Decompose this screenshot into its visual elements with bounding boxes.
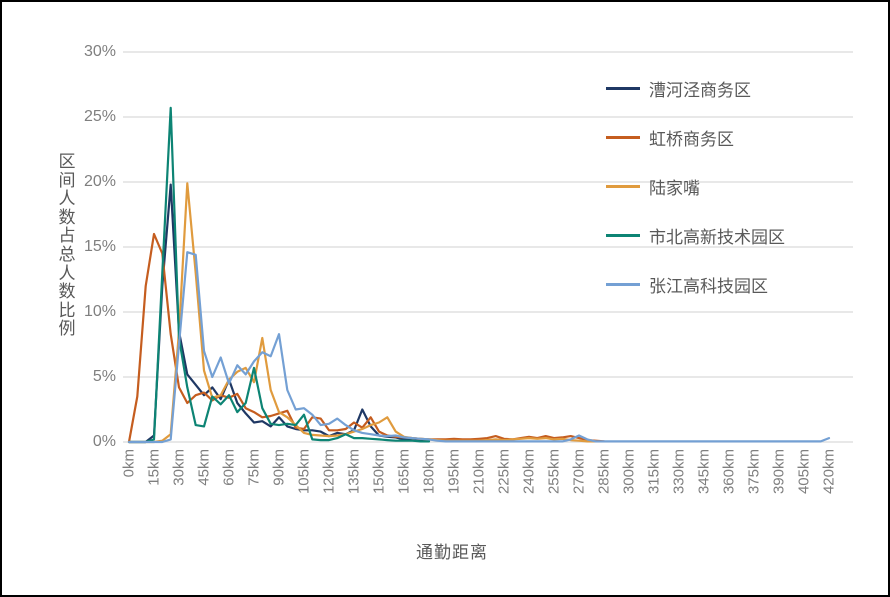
- x-tick-label: 45km: [195, 449, 213, 486]
- y-axis-title-char: 比: [58, 300, 76, 320]
- x-tick-label: 360km: [720, 449, 738, 495]
- x-tick-label: 120km: [320, 449, 338, 495]
- legend-line-swatch: [606, 136, 640, 139]
- legend-item: 张江高科技园区: [606, 260, 785, 309]
- x-tick-label: 60km: [220, 449, 238, 486]
- legend-label: 市北高新技术园区: [649, 228, 785, 247]
- legend-label: 漕河泾商务区: [649, 81, 751, 100]
- x-tick-label: 255km: [545, 449, 563, 495]
- x-tick-label: 300km: [620, 449, 638, 495]
- x-tick-label: 285km: [595, 449, 613, 495]
- series-line-2: [127, 182, 597, 444]
- x-tick-label: 240km: [520, 449, 538, 495]
- x-tick-label: 15km: [145, 449, 163, 486]
- legend-item: 市北高新技术园区: [606, 211, 785, 260]
- y-tick-label: 15%: [83, 238, 116, 255]
- y-axis-title-char: 间: [58, 170, 76, 190]
- legend-item: 漕河泾商务区: [606, 64, 785, 113]
- y-tick-label: 30%: [83, 43, 116, 60]
- y-tick-label: 5%: [92, 368, 116, 385]
- legend-label: 张江高科技园区: [649, 277, 768, 296]
- x-tick-label: 135km: [345, 449, 363, 495]
- x-tick-label: 195km: [445, 449, 463, 495]
- x-tick-label: 180km: [420, 449, 438, 495]
- legend-item: 陆家嘴: [606, 162, 785, 211]
- legend-label: 虹桥商务区: [649, 130, 734, 149]
- legend-line-swatch: [606, 234, 640, 237]
- x-tick-label: 225km: [495, 449, 513, 495]
- y-axis-title-char: 人: [58, 189, 76, 209]
- x-tick-label: 90km: [270, 449, 288, 486]
- series-line-4: [127, 251, 831, 444]
- legend-item: 虹桥商务区: [606, 113, 785, 162]
- x-tick-label: 315km: [645, 449, 663, 495]
- y-axis-title: 区间人数占总人数比例: [54, 152, 80, 339]
- legend-line-swatch: [606, 87, 640, 90]
- x-tick-label: 375km: [745, 449, 763, 495]
- y-tick-label: 20%: [83, 173, 116, 190]
- y-axis-title-char: 数: [58, 207, 76, 227]
- x-axis-title: 通勤距离: [416, 543, 488, 562]
- chart-legend: 漕河泾商务区 虹桥商务区陆家嘴市北高新技术园区 张江高科技园区: [606, 64, 785, 309]
- legend-line-swatch: [606, 283, 640, 286]
- y-tick-label: 0%: [92, 433, 116, 450]
- x-tick-label: 330km: [670, 449, 688, 495]
- y-tick-label: 25%: [83, 108, 116, 125]
- x-tick-label: 270km: [570, 449, 588, 495]
- y-axis-title-char: 数: [58, 282, 76, 302]
- x-tick-label: 0km: [120, 449, 138, 478]
- y-axis-title-char: 总: [58, 244, 76, 264]
- x-tick-label: 420km: [820, 449, 838, 495]
- x-tick-label: 30km: [170, 449, 188, 486]
- legend-line-swatch: [606, 185, 640, 188]
- x-tick-label: 75km: [245, 449, 263, 486]
- x-tick-label: 210km: [470, 449, 488, 495]
- y-tick-label: 10%: [83, 303, 116, 320]
- x-tick-label: 390km: [770, 449, 788, 495]
- y-axis-title-char: 人: [58, 263, 76, 283]
- x-tick-label: 165km: [395, 449, 413, 495]
- x-tick-label: 405km: [795, 449, 813, 495]
- y-axis-title-char: 区: [58, 152, 76, 171]
- legend-label: 陆家嘴: [649, 179, 700, 198]
- x-tick-label: 345km: [695, 449, 713, 495]
- y-axis-title-char: 占: [58, 226, 76, 246]
- x-tick-label: 150km: [370, 449, 388, 495]
- x-tick-label: 105km: [295, 449, 313, 495]
- y-axis-title-char: 例: [58, 319, 76, 339]
